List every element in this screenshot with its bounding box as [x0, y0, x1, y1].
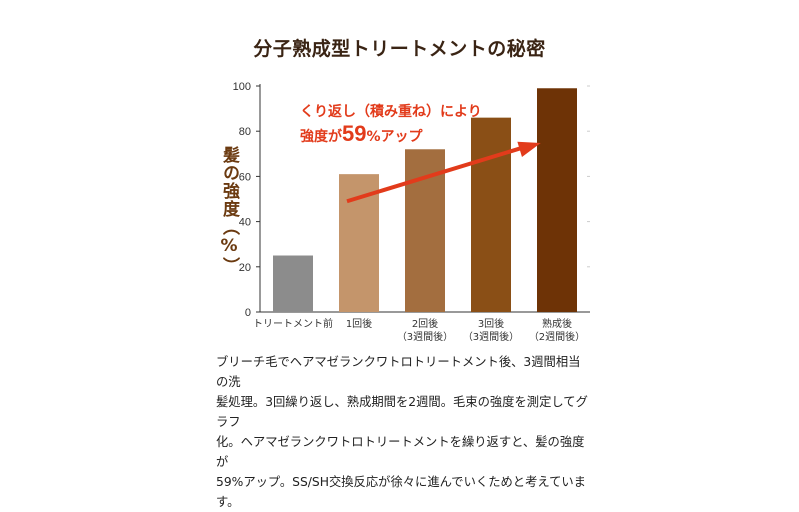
caption-line: 化。ヘアマゼランクワトロトリートメントを繰り返すと、髪の強度が — [216, 435, 585, 469]
y-tick-label: 0 — [245, 307, 251, 319]
x-tick-label: （3週間後） — [397, 330, 453, 343]
annotation-line2: 強度が59%アップ — [300, 123, 482, 148]
chart-title: 分子熟成型トリートメントの秘密 — [253, 38, 546, 60]
bar — [273, 255, 313, 312]
x-tick-label: 3回後 — [478, 317, 504, 330]
y-tick-label: 80 — [239, 126, 251, 138]
caption-line: 髪処理。3回繰り返し、熟成期間を2週間。毛束の強度を測定してグラフ — [216, 395, 588, 429]
annotation-line1: くり返し（積み重ね）により — [300, 104, 482, 120]
caption-line: 59%アップ。SS/SH交換反応が徐々に進んでいくためと考えています。 — [216, 475, 586, 509]
x-tick-label: 2回後 — [412, 317, 438, 330]
x-tick-label: （2週間後） — [529, 330, 585, 343]
bar — [537, 88, 577, 312]
y-axis-label: 髪の強度（%） — [219, 146, 239, 275]
y-tick-label: 100 — [233, 81, 251, 93]
x-tick-label: 熟成後 — [542, 317, 572, 330]
y-tick-label: 60 — [239, 171, 251, 183]
annotation: くり返し（積み重ね）により 強度が59%アップ — [300, 101, 482, 148]
annotation-suffix: アップ — [380, 129, 423, 145]
annotation-unit: % — [366, 129, 381, 145]
caption: ブリーチ毛でヘアマゼランクワトロトリートメント後、3週間相当の洗 髪処理。3回繰… — [216, 352, 588, 512]
annotation-prefix: 強度が — [300, 129, 342, 145]
y-tick-label: 40 — [239, 217, 251, 229]
x-tick-label: 1回後 — [346, 317, 372, 330]
caption-line: ブリーチ毛でヘアマゼランクワトロトリートメント後、3週間相当の洗 — [216, 355, 581, 389]
annotation-value: 59 — [342, 121, 367, 146]
bar — [471, 117, 511, 312]
chart-area: 0 20 40 60 80 100 トリートメント前 1回後 2回後 （3週間後） 3回後 （3週間後… — [210, 72, 600, 343]
x-tick-label: トリートメント前 — [253, 317, 333, 330]
trend-arrow-head — [517, 141, 541, 158]
y-tick-label: 20 — [239, 262, 251, 274]
trend-arrow-line — [346, 145, 526, 204]
x-tick-label: （3週間後） — [463, 330, 519, 343]
